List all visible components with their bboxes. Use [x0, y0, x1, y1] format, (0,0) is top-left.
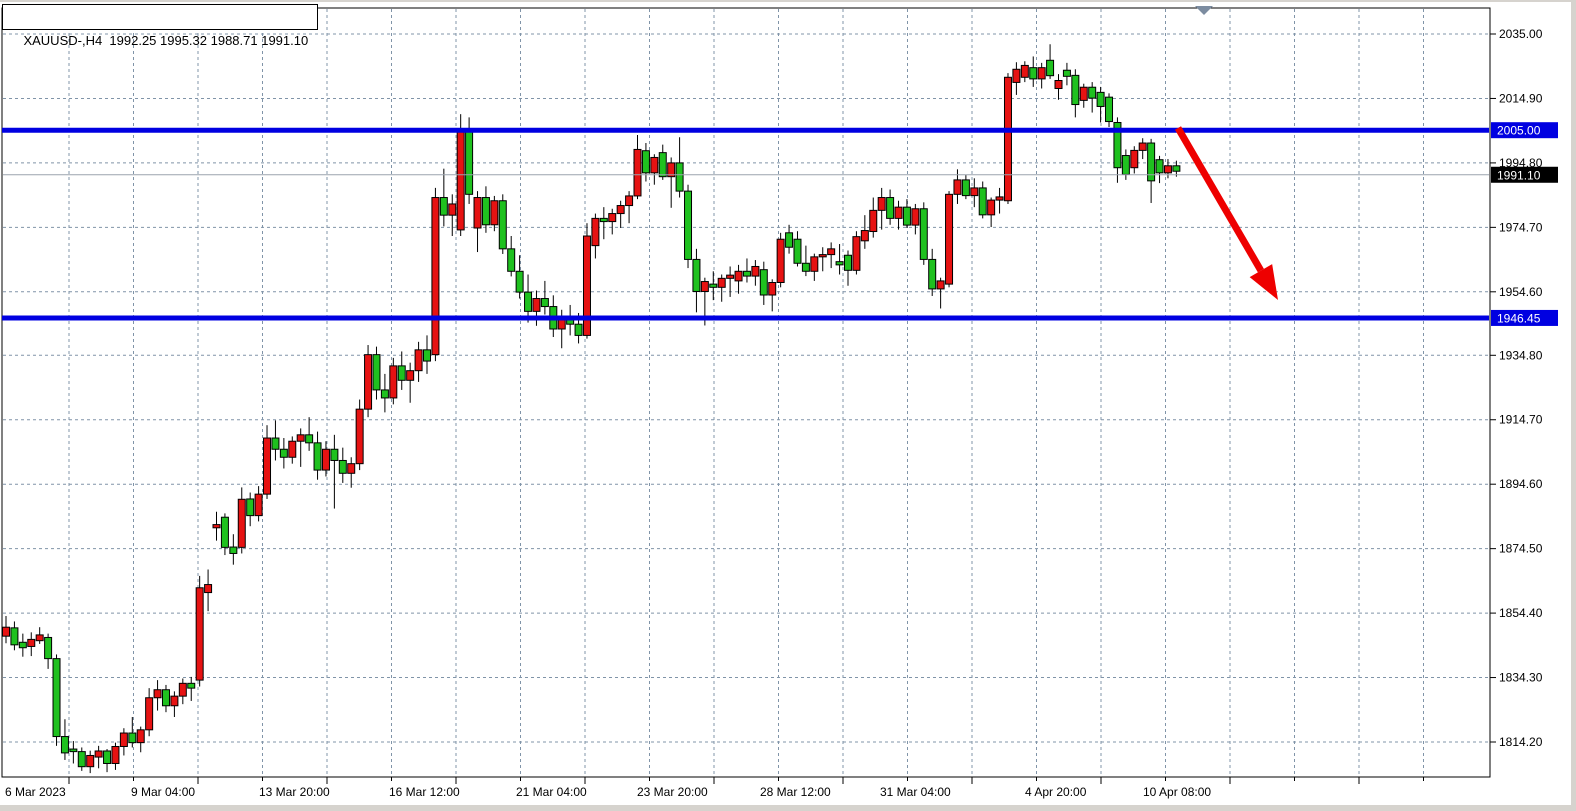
x-axis-label: 10 Apr 08:00: [1143, 785, 1211, 799]
level-price-tag: [1491, 122, 1558, 139]
y-axis-label: 1914.70: [1499, 413, 1543, 427]
y-axis-label: 1814.20: [1499, 735, 1543, 749]
x-axis-label: 16 Mar 12:00: [389, 785, 460, 799]
current-price-line: 1991.10: [3, 166, 1558, 183]
x-axis-label: 23 Mar 20:00: [637, 785, 708, 799]
trend-arrow[interactable]: [1174, 126, 1278, 300]
x-axis-label: 9 Mar 04:00: [131, 785, 195, 799]
horizontal-level-lines[interactable]: 2005.00 1946.45: [2, 122, 1558, 326]
y-axis-label: 1994.80: [1499, 156, 1543, 170]
y-axis-label: 2014.90: [1499, 91, 1543, 105]
y-axis-label: 2035.00: [1499, 27, 1543, 41]
level-price-tag-text: 2005.00: [1497, 124, 1541, 138]
ohlc-info-text: XAUUSD-,H4 1992.25 1995.32 1988.71 1991.…: [23, 33, 309, 48]
chart-shift-marker-icon[interactable]: [1195, 6, 1213, 15]
x-axis-label: 13 Mar 20:00: [259, 785, 330, 799]
y-axis[interactable]: 2035.00 2014.90 1994.80 1974.70 1954.60 1934.…: [1490, 27, 1543, 749]
level-price-tag-text: 1946.45: [1497, 311, 1541, 325]
grid-lines: [3, 9, 1489, 776]
chart-frame: [1, 7, 1491, 778]
y-axis-label: 1934.80: [1499, 348, 1543, 362]
y-axis-label: 1954.60: [1499, 285, 1543, 299]
level-price-tag: [1491, 309, 1558, 326]
x-axis[interactable]: 6 Mar 2023 9 Mar 04:00 13 Mar 20:00 16 Mar …: [5, 777, 1424, 799]
y-axis-label: 1854.40: [1499, 606, 1543, 620]
ohlc-info-box: XAUUSD-,H4 1992.25 1995.32 1988.71 1991.…: [2, 4, 318, 48]
candles: [2, 44, 1181, 774]
x-axis-label: 31 Mar 04:00: [880, 785, 951, 799]
y-axis-label: 1874.50: [1499, 542, 1543, 556]
y-axis-label: 1834.30: [1499, 671, 1543, 685]
current-price-tag-text: 1991.10: [1497, 168, 1541, 182]
y-axis-label: 1894.60: [1499, 477, 1543, 491]
y-axis-label: 1974.70: [1499, 220, 1543, 234]
current-price-tag: [1491, 166, 1558, 183]
x-axis-label: 28 Mar 12:00: [760, 785, 831, 799]
x-axis-label: 4 Apr 20:00: [1025, 785, 1087, 799]
x-axis-label: 6 Mar 2023: [5, 785, 66, 799]
x-axis-label: 21 Mar 04:00: [516, 785, 587, 799]
